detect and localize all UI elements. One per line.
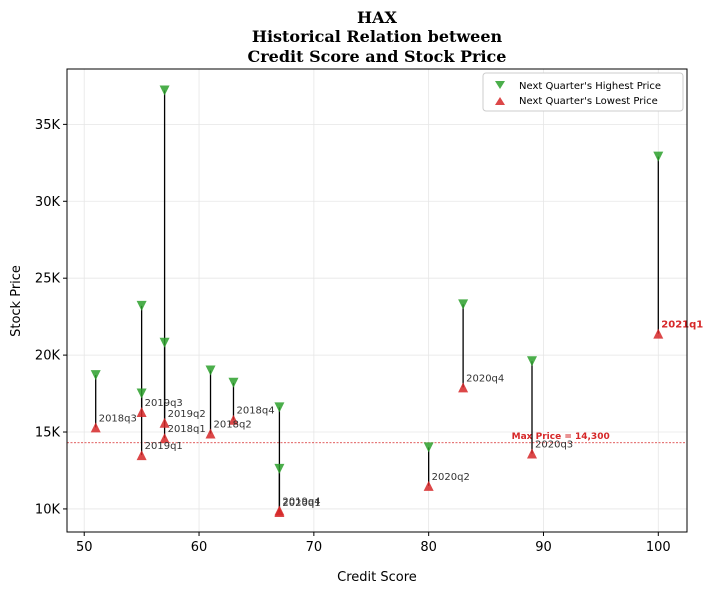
high-price-marker [136,388,147,399]
max-price-reference-label: Max Price = 14,300 [512,432,610,442]
y-tick-label: 10K [35,502,61,517]
quarter-label: 2021q1 [661,320,703,331]
quarter-labels: 2018q3 2019q3 2019q1 2019q2 2018q1 2018q2 2018… [99,320,704,509]
y-tick-label: 20K [35,349,61,364]
high-price-marker [205,365,216,376]
price-markers [90,85,664,518]
legend-low-marker [495,97,505,105]
low-price-marker [159,417,170,428]
quarter-label: 2018q3 [99,413,137,424]
legend-high-label: Next Quarter's Highest Price [519,81,661,92]
x-tick-label: 50 [76,540,93,555]
low-price-marker [653,328,664,339]
chart-title-line-2: Historical Relation between [252,27,503,46]
low-price-marker [423,480,434,491]
quarter-label: 2019q3 [145,398,183,409]
high-price-marker [159,337,170,348]
x-axis-ticks: 50 60 70 80 90 100 [76,532,671,555]
chart-title-line-3: Credit Score and Stock Price [248,47,507,66]
chart-title: HAX Historical Relation between Credit S… [248,8,507,66]
legend-high-marker [495,81,505,89]
low-price-marker [458,382,469,393]
high-price-marker [136,300,147,311]
x-tick-label: 70 [306,540,323,555]
high-price-marker [274,463,285,474]
plot-frame [66,68,688,533]
x-tick-label: 100 [646,540,671,555]
legend: Next Quarter's Highest Price Next Quarte… [482,72,684,112]
y-axis-label: Stock Price [9,265,24,337]
legend-low-label: Next Quarter's Lowest Price [519,96,658,107]
x-tick-label: 80 [420,540,437,555]
low-price-marker [136,407,147,418]
low-price-marker [90,422,101,433]
low-price-marker [159,433,170,444]
quarter-label: 2019q4 [282,496,320,507]
high-price-marker [228,377,239,388]
high-price-marker [90,370,101,381]
x-tick-label: 90 [535,540,552,555]
quarter-label: 2019q1 [145,441,183,452]
high-price-marker [159,85,170,96]
quarter-label: 2018q1 [168,424,206,435]
chart-title-line-1: HAX [357,8,398,27]
high-price-marker [423,442,434,453]
x-axis-label: Credit Score [337,570,417,585]
y-tick-label: 15K [35,426,61,441]
quarter-label: 2020q1 [282,498,320,509]
legend-box [482,72,684,112]
quarter-label: 2018q2 [214,420,252,431]
low-price-marker [228,414,239,425]
low-price-marker [136,450,147,461]
quarter-label: 2020q3 [535,440,573,451]
quarter-label: 2018q4 [236,406,274,417]
x-tick-label: 60 [191,540,208,555]
y-tick-label: 35K [35,118,61,133]
quarter-label: 2020q4 [466,373,504,384]
y-tick-label: 25K [35,272,61,287]
y-axis-ticks: 10K 15K 20K 25K 30K 35K [35,118,67,517]
high-price-marker [653,151,664,162]
quarter-label: 2019q2 [168,409,206,420]
high-price-marker [274,402,285,413]
low-price-marker [274,507,285,518]
low-price-marker [527,448,537,459]
high-price-marker [527,356,537,367]
high-price-marker [458,299,469,310]
grid [67,69,687,532]
price-range-stems [95,90,659,513]
y-tick-label: 30K [35,195,61,210]
quarter-label: 2020q2 [432,472,470,483]
low-price-marker [205,428,216,439]
